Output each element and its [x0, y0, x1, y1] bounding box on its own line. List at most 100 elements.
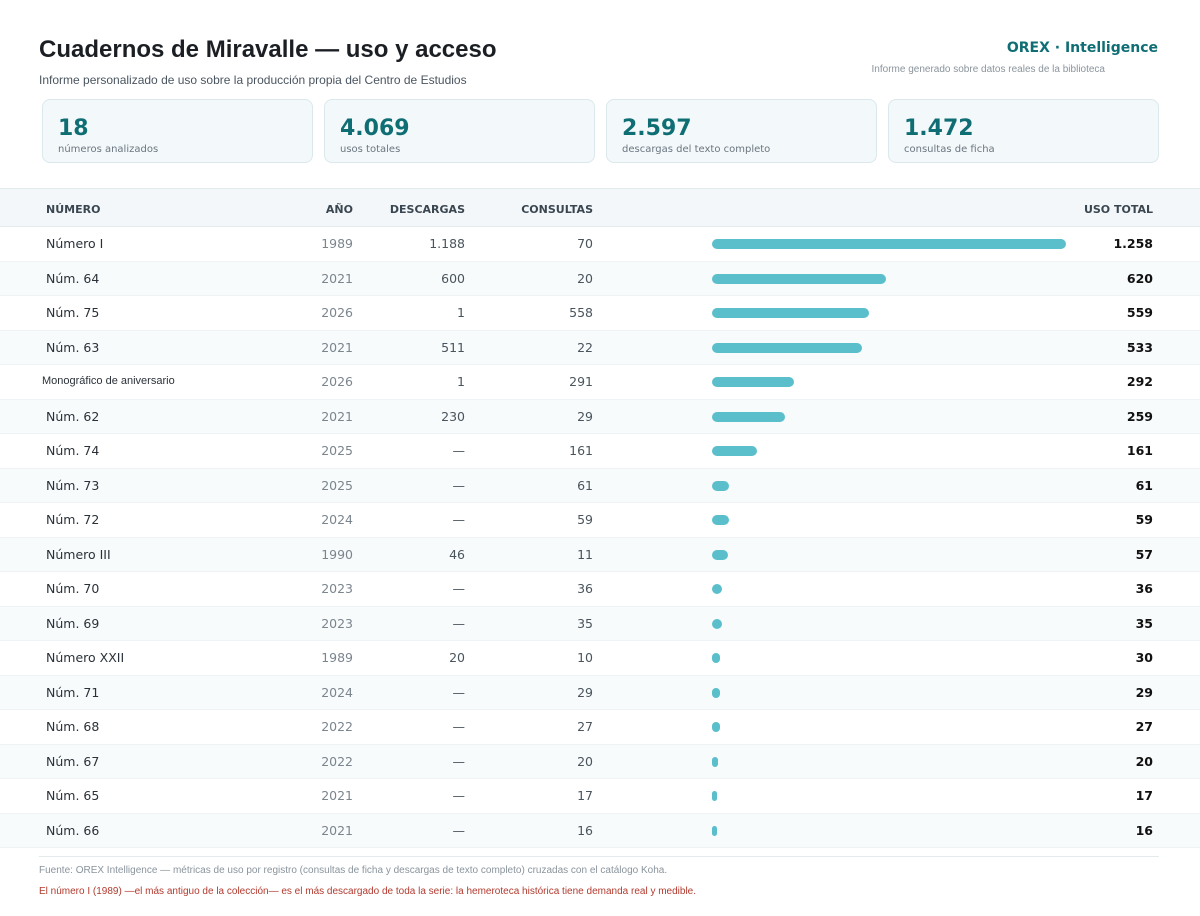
row-consults: 70 [577, 236, 593, 251]
row-year: 1989 [321, 236, 353, 251]
kpi-value: 4.069 [340, 116, 410, 141]
row-year: 1989 [321, 650, 353, 665]
row-downloads: — [452, 719, 466, 734]
row-name: Núm. 63 [46, 339, 100, 355]
row-year: 2023 [321, 581, 353, 596]
row-year: 1990 [321, 546, 353, 562]
column-header-descargas: DESCARGAS [389, 203, 465, 216]
row-total: 30 [1135, 650, 1153, 665]
row-consults: 29 [577, 408, 593, 424]
usage-bar [712, 308, 870, 318]
usage-bar [712, 377, 795, 387]
table-row: Núm. 63 2021 511 22 533 [0, 330, 1200, 365]
row-downloads: — [452, 822, 466, 838]
row-total: 161 [1126, 443, 1153, 458]
usage-bar [712, 584, 723, 594]
source-note: Fuente: OREX Intelligence — métricas de … [39, 865, 668, 876]
row-name: Núm. 68 [46, 719, 100, 734]
row-name: Núm. 70 [46, 581, 100, 596]
usage-bar [712, 411, 785, 422]
row-year: 2021 [321, 270, 353, 286]
table-row: Monográfico de aniversario 2026 1 291 292 [0, 365, 1200, 400]
row-consults: 291 [569, 374, 593, 389]
row-name: Número XXII [46, 650, 125, 665]
row-year: 2026 [321, 305, 353, 320]
row-total: 36 [1135, 581, 1153, 596]
usage-bar [712, 446, 758, 456]
kpi-card-consults: 1.472 consultas de ficha [888, 99, 1159, 163]
usage-bar [712, 756, 718, 767]
row-name: Núm. 71 [46, 684, 100, 700]
usage-bar [712, 549, 729, 560]
row-downloads: 1 [457, 305, 465, 320]
column-header-uso-total: USO TOTAL [1083, 203, 1153, 216]
row-downloads: — [452, 684, 466, 700]
row-consults: 20 [577, 270, 593, 286]
row-name: Núm. 64 [46, 270, 100, 286]
kpi-value: 2.597 [622, 116, 692, 141]
kpi-card-downloads: 2.597 descargas del texto completo [606, 99, 877, 163]
row-total: 1.258 [1113, 236, 1153, 251]
column-header-consultas: CONSULTAS [521, 203, 593, 216]
row-downloads: 1 [457, 374, 465, 389]
table-row: Núm. 67 2022 — 20 20 [0, 744, 1200, 779]
highlight-note: El número I (1989) —el más antiguo de la… [39, 886, 697, 897]
column-header-anio: AÑO [325, 203, 353, 216]
row-consults: 161 [569, 443, 593, 458]
row-name: Núm. 66 [46, 822, 100, 838]
row-total: 559 [1126, 305, 1153, 320]
row-total: 59 [1135, 512, 1153, 527]
usage-bar [712, 273, 887, 284]
table-row: Núm. 62 2021 230 29 259 [0, 399, 1200, 434]
row-consults: 558 [569, 305, 593, 320]
row-downloads: — [452, 788, 466, 803]
row-total: 292 [1126, 374, 1153, 389]
table-row: Núm. 75 2026 1 558 559 [0, 296, 1200, 331]
row-year: 2025 [321, 443, 353, 458]
row-downloads: — [452, 443, 466, 458]
page-subtitle: Informe personalizado de uso sobre la pr… [39, 73, 467, 87]
row-downloads: — [452, 615, 466, 631]
table-row: Núm. 64 2021 600 20 620 [0, 261, 1200, 296]
row-consults: 11 [577, 546, 593, 562]
row-name: Número I [46, 236, 104, 251]
usage-bar [712, 687, 721, 698]
kpi-value: 1.472 [904, 116, 974, 141]
row-downloads: — [452, 477, 466, 493]
page-title: Cuadernos de Miravalle — uso y acceso [39, 36, 497, 63]
table-row: Núm. 70 2023 — 36 36 [0, 572, 1200, 607]
row-total: 27 [1135, 719, 1153, 734]
row-year: 2025 [321, 477, 353, 493]
usage-bar [712, 239, 1066, 249]
row-total: 29 [1135, 684, 1153, 700]
usage-bar [712, 480, 730, 491]
table-row: Núm. 65 2021 — 17 17 [0, 779, 1200, 814]
kpi-label: números analizados [58, 144, 159, 155]
row-consults: 16 [577, 822, 593, 838]
usage-bar [712, 825, 717, 836]
row-total: 259 [1126, 408, 1153, 424]
row-year: 2023 [321, 615, 353, 631]
row-downloads: 46 [449, 546, 465, 562]
row-total: 620 [1126, 270, 1153, 286]
row-total: 533 [1126, 339, 1153, 355]
row-downloads: 600 [441, 270, 465, 286]
table-row: Núm. 74 2025 — 161 161 [0, 434, 1200, 469]
row-consults: 35 [577, 615, 593, 631]
table-row: Núm. 69 2023 — 35 35 [0, 606, 1200, 641]
usage-bar [712, 791, 717, 801]
brand-logo: OREX · Intelligence [1006, 40, 1158, 56]
row-consults: 59 [577, 512, 593, 527]
row-consults: 36 [577, 581, 593, 596]
kpi-label: usos totales [340, 144, 401, 155]
table-row: Número I 1989 1.188 70 1.258 [0, 227, 1200, 262]
row-downloads: — [452, 512, 466, 527]
row-consults: 17 [577, 788, 593, 803]
row-downloads: 230 [441, 408, 465, 424]
row-downloads: 511 [441, 339, 465, 355]
table-row: Número XXII 1989 20 10 30 [0, 641, 1200, 676]
kpi-label: consultas de ficha [904, 144, 995, 155]
usage-bar [712, 618, 722, 629]
row-downloads: 1.188 [429, 236, 465, 251]
row-name: Núm. 67 [46, 753, 100, 769]
